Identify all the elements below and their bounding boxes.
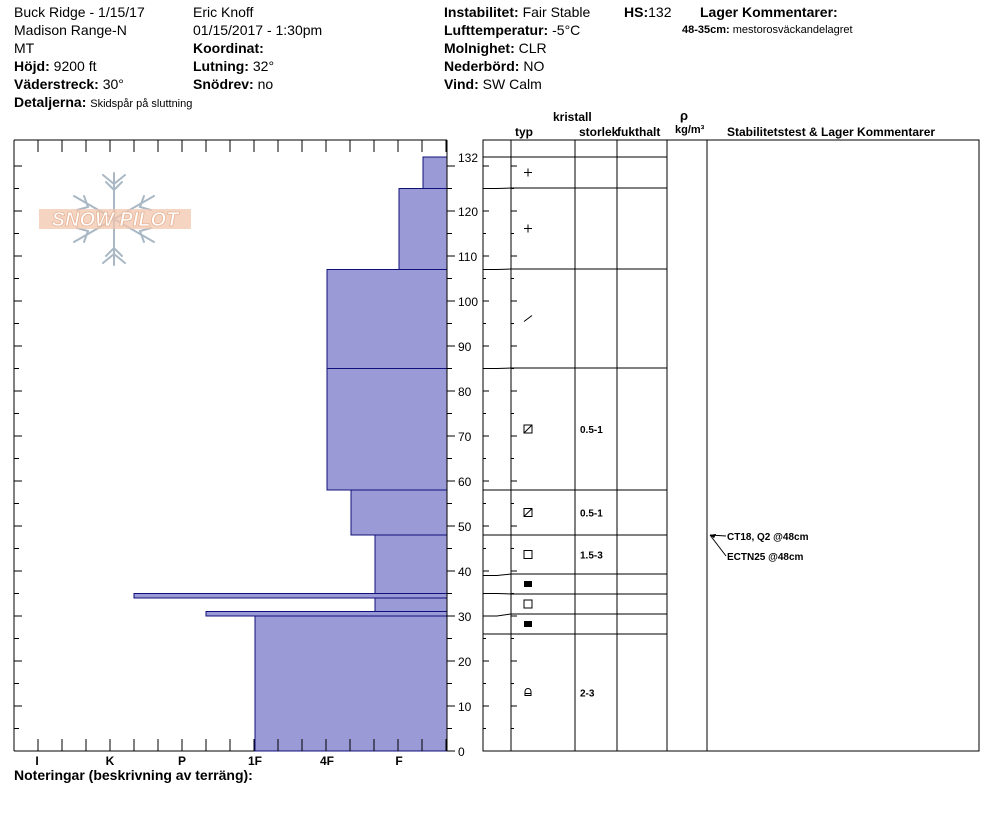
col-moisture-header: fukthalt <box>617 125 661 139</box>
crystal-size: 0.5-1 <box>580 425 603 436</box>
melt-crust-icon <box>524 621 532 627</box>
precip-row: Nederbörd: NO <box>444 58 545 74</box>
fragment-icon <box>523 315 533 322</box>
aspect-row: Väderstreck: 30° <box>14 76 124 92</box>
hardness-bar <box>133 593 448 599</box>
crystal-size: 1.5-3 <box>580 551 603 562</box>
hardness-bars <box>133 140 448 752</box>
test-pointer <box>709 534 727 557</box>
hardness-label: F <box>395 754 402 768</box>
strat-layers: 2-3 1.5-3 0.5-1 0.5-1 <box>483 156 667 700</box>
layer-connector <box>483 268 512 270</box>
faceted-round-icon <box>523 508 533 517</box>
strat-table-border <box>482 139 980 752</box>
depth-tick-label: 50 <box>458 520 472 534</box>
hardness-bar <box>398 188 448 270</box>
hardness-bar <box>350 489 448 536</box>
drift-row: Snödrev: no <box>193 76 274 92</box>
depth-tick-label: 40 <box>458 565 472 579</box>
air-temp-row: Lufttemperatur: -5°C <box>444 22 581 38</box>
layer-connector <box>483 573 512 576</box>
faceted-round-icon-slash <box>523 508 533 517</box>
depth-tick-label: 100 <box>458 295 478 309</box>
date-time: 01/15/2017 - 1:30pm <box>193 22 323 38</box>
new-snow-icon <box>524 224 532 233</box>
stability-test-label: CT18, Q2 @48cm <box>727 532 809 543</box>
depth-tick-label: 20 <box>458 655 472 669</box>
state: MT <box>14 40 35 56</box>
instability-row: Instabilitet: Fair Stable <box>444 4 591 20</box>
layer-connector <box>483 367 512 369</box>
hardness-bar <box>205 611 448 617</box>
crystal-size: 0.5-1 <box>580 509 603 520</box>
col-stability-header: Stabilitetstest & Lager Kommentarer <box>727 125 936 139</box>
wind-row: Vind: SW Calm <box>444 76 542 92</box>
hardness-label: K <box>106 754 115 768</box>
hardness-label: 1F <box>248 754 262 768</box>
depth-tick-label: 0 <box>458 745 465 759</box>
depth-tick-label: 80 <box>458 385 472 399</box>
col-size-header: storlek <box>579 125 619 139</box>
coordinate-row: Koordinat: <box>193 40 264 56</box>
hardness-bar <box>374 534 448 594</box>
layer-connector <box>483 187 512 189</box>
hardness-bar <box>326 368 448 491</box>
hardness-axis: I K P 1F 4F F <box>13 140 447 768</box>
svg-text:SNOW PILOT: SNOW PILOT <box>52 209 180 231</box>
location-title: Buck Ridge - 1/15/17 <box>14 4 145 20</box>
crystal-size: 2-3 <box>580 689 595 700</box>
arrow-icon <box>710 534 716 538</box>
layer-comment: 48-35cm: mestorosväckandelagret <box>682 24 853 36</box>
layer-comments-title: Lager Kommentarer: <box>700 4 838 20</box>
layer-connector <box>483 593 512 595</box>
depth-tick-label: 132 <box>458 151 478 165</box>
hardness-bar <box>374 597 448 612</box>
faceted-round-icon-slash <box>523 424 533 434</box>
depth-tick-label: 110 <box>458 250 477 264</box>
layer-connector <box>483 613 512 617</box>
col-type-header: typ <box>515 125 533 139</box>
hardness-label: I <box>35 754 38 768</box>
slope-row: Lutning: 32° <box>193 58 275 74</box>
stability-test-label: ECTN25 @48cm <box>727 552 804 563</box>
depth-tick-label: 30 <box>458 610 472 624</box>
depth-tick-label: 60 <box>458 475 472 489</box>
observer: Eric Knoff <box>193 4 254 20</box>
sky-row: Molnighet: CLR <box>444 40 547 56</box>
stability-tests: CT18, Q2 @48cm ECTN25 @48cm <box>709 532 809 563</box>
col-crystal-header: kristall <box>553 110 592 124</box>
hardness-label: 4F <box>320 754 334 768</box>
snowpilot-logo: SNOW PILOT <box>39 209 191 231</box>
elevation-row: Höjd: 9200 ft <box>14 58 97 74</box>
range-name: Madison Range-N <box>14 22 127 38</box>
hardness-bar <box>254 615 448 752</box>
depth-tick-label: 10 <box>458 700 472 714</box>
hs-row: HS:132 <box>624 4 672 20</box>
terrain-notes-label: Noteringar (beskrivning av terräng): <box>14 767 253 783</box>
col-density-header: kg/m³ <box>675 124 705 136</box>
hardness-bar <box>422 156 448 189</box>
melt-crust-icon <box>524 581 532 587</box>
faceted-round-icon <box>523 424 533 434</box>
facet-icon <box>523 550 533 559</box>
depth-tick-label: 120 <box>458 205 478 219</box>
depth-axis: 0 10 20 30 40 50 60 70 80 90 100 110 120 132 <box>14 151 517 759</box>
depth-tick-label: 90 <box>458 340 472 354</box>
new-snow-icon <box>524 168 532 177</box>
rounded-facet-icon <box>524 688 532 696</box>
details-row: Detaljerna: Skidspår på sluttning <box>14 94 193 110</box>
col-rho-header: ρ <box>680 108 689 123</box>
hardness-bar <box>326 269 448 369</box>
hardness-label: P <box>178 754 186 768</box>
depth-tick-label: 70 <box>458 430 472 444</box>
facet-icon <box>523 599 533 609</box>
